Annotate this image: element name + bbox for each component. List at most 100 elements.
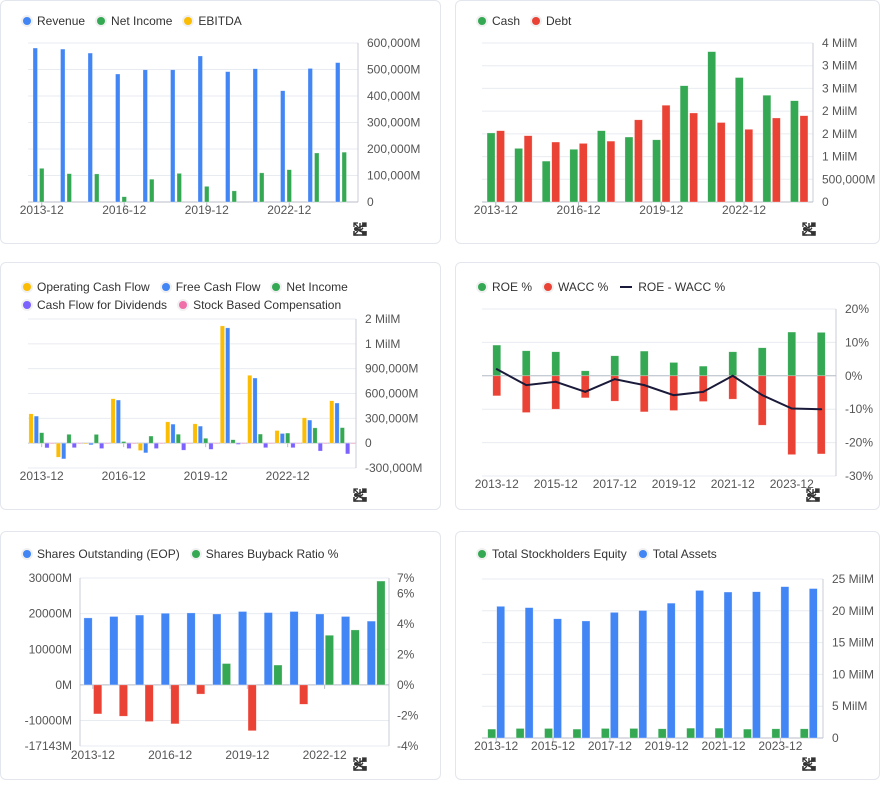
legend-item[interactable]: EBITDA [184,14,242,28]
bar-roe[interactable] [551,351,561,377]
bar-shares-outstanding-eop[interactable] [109,616,119,686]
bar-debt[interactable] [661,104,671,203]
bar-free-cash-flow[interactable] [170,423,176,444]
bar-total-assets[interactable] [723,591,733,739]
bar-net-income[interactable] [230,439,236,444]
bar-total-stockholders-equity[interactable] [657,728,667,739]
bar-net-income[interactable] [231,190,237,203]
bar-free-cash-flow[interactable] [143,442,149,454]
bar-stock-based-compensation[interactable] [350,442,356,444]
bar-revenue[interactable] [252,68,258,203]
bar-total-stockholders-equity[interactable] [686,727,695,739]
bar-debt[interactable] [551,141,561,203]
bar-stock-based-compensation[interactable] [49,442,55,444]
bar-roe[interactable] [816,332,826,377]
bar-cash-flow-for-dividends[interactable] [263,442,269,449]
bar-cash[interactable] [569,149,579,203]
bar-wacc[interactable] [580,375,590,399]
bar-operating-cash-flow[interactable] [274,430,280,444]
bar-cash[interactable] [790,100,799,203]
bar-operating-cash-flow[interactable] [55,442,61,458]
bar-shares-outstanding-eop[interactable] [341,616,351,686]
bar-total-stockholders-equity[interactable] [487,728,497,739]
bar-wacc[interactable] [639,375,649,413]
bar-cash[interactable] [597,130,606,203]
legend-item[interactable]: Revenue [23,14,85,28]
line-point[interactable] [761,394,764,397]
bar-wacc[interactable] [816,375,826,455]
bar-operating-cash-flow[interactable] [329,400,335,444]
bar-stock-based-compensation[interactable] [159,442,165,444]
bar-operating-cash-flow[interactable] [137,442,143,451]
line-point[interactable] [495,368,498,371]
bar-cash[interactable] [762,94,772,203]
bar-shares-outstanding-eop[interactable] [135,614,145,686]
bar-total-assets[interactable] [496,606,506,739]
line-point[interactable] [643,384,646,387]
bar-operating-cash-flow[interactable] [110,398,116,444]
bar-revenue[interactable] [170,69,176,203]
bar-free-cash-flow[interactable] [33,415,39,444]
fullscreen-icon[interactable] [806,488,820,502]
bar-cash[interactable] [624,136,634,203]
legend-item[interactable]: Cash Flow for Dividends [23,298,167,312]
bar-net-income[interactable] [39,432,45,444]
legend-item[interactable]: Shares Buyback Ratio % [191,547,338,561]
bar-cash-flow-for-dividends[interactable] [208,442,214,450]
bar-stock-based-compensation[interactable] [131,442,137,444]
bar-stock-based-compensation[interactable] [268,442,274,444]
bar-cash[interactable] [734,77,744,203]
legend-item[interactable]: Debt [532,14,571,28]
bar-stock-based-compensation[interactable] [323,442,329,444]
bar-total-assets[interactable] [780,586,790,739]
fullscreen-icon[interactable] [802,757,816,771]
bar-stock-based-compensation[interactable] [104,442,110,444]
bar-debt[interactable] [634,119,643,203]
bar-net-income[interactable] [94,173,100,203]
line-point[interactable] [731,374,734,377]
bar-cash-flow-for-dividends[interactable] [44,442,50,449]
bar-debt[interactable] [689,112,698,203]
bar-operating-cash-flow[interactable] [165,421,171,444]
bar-shares-buyback-ratio[interactable] [376,580,386,686]
bar-shares-buyback-ratio[interactable] [93,684,103,715]
bar-wacc[interactable] [787,375,797,455]
line-roe-minus-wacc[interactable] [496,368,822,411]
legend-item[interactable]: Shares Outstanding (EOP) [23,547,180,561]
bar-revenue[interactable] [87,52,93,203]
bar-free-cash-flow[interactable] [197,425,203,444]
bar-shares-buyback-ratio[interactable] [247,684,257,732]
bar-debt[interactable] [799,115,809,203]
bar-total-stockholders-equity[interactable] [572,728,582,739]
fullscreen-icon[interactable] [353,757,367,771]
legend-item[interactable]: Net Income [97,14,172,28]
legend-item[interactable]: Free Cash Flow [161,280,260,294]
bar-roe[interactable] [610,355,620,377]
bar-shares-buyback-ratio[interactable] [118,684,128,717]
bar-wacc[interactable] [698,375,708,402]
bar-revenue[interactable] [142,69,148,203]
bar-shares-outstanding-eop[interactable] [289,611,299,686]
bar-roe[interactable] [580,370,590,377]
bar-wacc[interactable] [492,375,502,397]
bar-operating-cash-flow[interactable] [83,442,89,445]
bar-cash[interactable] [652,139,661,203]
bar-cash[interactable] [707,51,717,203]
bar-total-stockholders-equity[interactable] [629,728,639,739]
bar-shares-outstanding-eop[interactable] [315,613,325,686]
bar-net-income[interactable] [203,437,209,444]
bar-cash-flow-for-dividends[interactable] [181,442,187,451]
bar-revenue[interactable] [115,73,121,203]
legend-item[interactable]: ROE - WACC % [620,280,725,294]
bar-free-cash-flow[interactable] [307,419,313,444]
bar-total-stockholders-equity[interactable] [515,728,525,739]
legend-item[interactable]: Total Stockholders Equity [478,547,627,561]
bar-total-assets[interactable] [808,588,818,739]
bar-operating-cash-flow[interactable] [247,374,253,444]
bar-net-income[interactable] [176,173,182,203]
bar-revenue[interactable] [32,47,38,203]
bar-total-assets[interactable] [524,607,534,739]
bar-free-cash-flow[interactable] [252,377,258,444]
bar-revenue[interactable] [307,68,313,203]
bar-wacc[interactable] [757,375,767,426]
